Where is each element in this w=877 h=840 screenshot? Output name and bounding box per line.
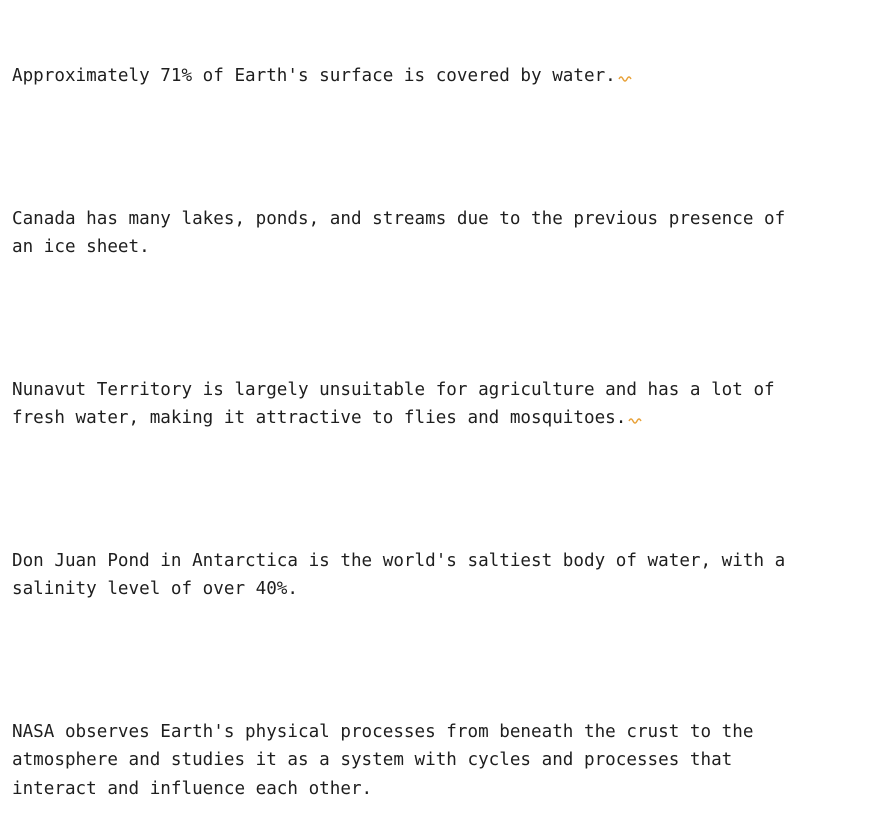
text-document[interactable]: Approximately 71% of Earth's surface is … bbox=[12, 5, 872, 840]
text-line: atmosphere and studies it as a system wi… bbox=[12, 750, 733, 770]
text-line: Canada has many lakes, ponds, and stream… bbox=[12, 208, 786, 229]
paragraph-canada-lakes: Canada has many lakes, ponds, and stream… bbox=[12, 205, 872, 262]
suggestion-squiggle-icon[interactable] bbox=[618, 73, 632, 83]
paragraph-water-coverage: Approximately 71% of Earth's surface is … bbox=[12, 62, 872, 91]
text-line: Nunavut Territory is largely unsuitable … bbox=[12, 379, 775, 400]
text-line: Don Juan Pond in Antarctica is the world… bbox=[12, 550, 786, 571]
paragraph-don-juan-pond: Don Juan Pond in Antarctica is the world… bbox=[12, 547, 872, 604]
text-line: salinity level of over 40%. bbox=[12, 579, 298, 599]
paragraph-nunavut: Nunavut Territory is largely unsuitable … bbox=[12, 376, 872, 433]
text-line: NASA observes Earth's physical processes… bbox=[12, 721, 754, 742]
text-line: an ice sheet. bbox=[12, 237, 150, 257]
text-line: Approximately 71% of Earth's surface is … bbox=[12, 66, 616, 86]
text-line: fresh water, making it attractive to fli… bbox=[12, 408, 627, 428]
text-line: interact and influence each other. bbox=[12, 778, 373, 799]
paragraph-nasa: NASA observes Earth's physical processes… bbox=[12, 718, 872, 804]
suggestion-squiggle-icon[interactable] bbox=[628, 415, 642, 425]
